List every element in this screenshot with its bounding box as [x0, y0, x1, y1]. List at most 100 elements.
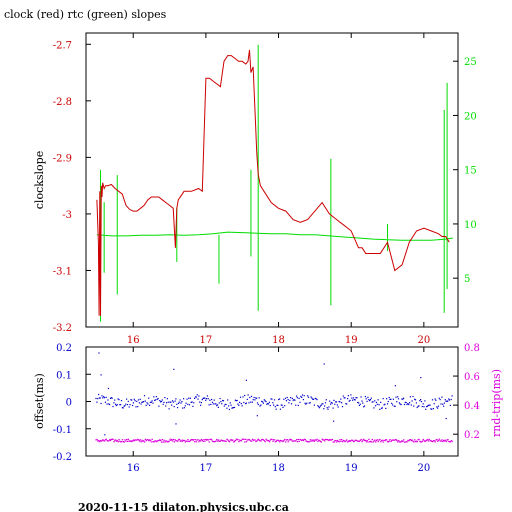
bottom-x-tick-label: 18	[272, 463, 285, 474]
rnd-trip-point	[374, 439, 376, 441]
offset-point	[160, 401, 162, 403]
offset-point	[396, 401, 398, 403]
rnd-trip-point	[261, 438, 263, 441]
offset-point	[347, 398, 349, 400]
rnd-trip-point	[405, 441, 407, 443]
rnd-trip-point	[107, 440, 109, 442]
rnd-trip-point	[368, 438, 370, 440]
offset-point	[231, 407, 233, 409]
rnd-trip-point	[148, 440, 150, 442]
rnd-trip-point	[348, 440, 350, 442]
offset-point	[449, 404, 451, 406]
rnd-trip-point	[180, 439, 182, 441]
offset-point	[157, 398, 159, 400]
offset-point	[297, 404, 299, 406]
rnd-trip-point	[108, 440, 110, 442]
rnd-trip-point	[245, 441, 248, 443]
offset-point	[125, 403, 127, 405]
rnd-trip-point	[213, 441, 215, 443]
bottom-left-tick-label: -0.2	[53, 452, 72, 463]
rnd-trip-point	[343, 440, 345, 442]
offset-point	[130, 399, 132, 401]
offset-point	[329, 400, 331, 402]
rnd-trip-point	[248, 438, 250, 441]
rnd-trip-point	[179, 440, 181, 442]
rnd-trip-point	[378, 439, 380, 441]
rnd-trip-point	[126, 438, 128, 441]
offset-point	[350, 394, 352, 396]
offset-point	[413, 405, 415, 407]
offset-point	[392, 404, 394, 406]
rnd-trip-point	[187, 439, 189, 441]
rnd-trip-point	[199, 439, 201, 441]
rnd-trip-point	[432, 440, 435, 442]
offset-point	[191, 401, 193, 403]
offset-point	[400, 404, 402, 406]
offset-point	[393, 405, 395, 407]
rnd-trip-point	[352, 439, 354, 442]
offset-point	[379, 408, 381, 410]
offset-point	[247, 394, 249, 396]
top-x-tick-label: 16	[127, 335, 140, 346]
rnd-trip-point	[268, 441, 271, 443]
rnd-trip-point	[351, 439, 353, 441]
rnd-trip-point	[448, 440, 450, 443]
offset-point	[369, 399, 372, 401]
rnd-trip-point	[442, 440, 444, 443]
offset-point	[221, 403, 223, 405]
offset-point	[341, 402, 343, 404]
offset-point	[397, 396, 399, 398]
offset-point	[290, 403, 293, 405]
offset-point	[437, 405, 440, 407]
rnd-trip-point	[286, 439, 288, 441]
offset-point	[404, 401, 406, 403]
rnd-trip-point	[137, 439, 140, 441]
rnd-trip-point	[428, 438, 430, 440]
offset-point	[272, 402, 274, 404]
offset-point	[402, 398, 404, 400]
offset-point	[301, 394, 304, 396]
rnd-trip-point	[324, 438, 327, 440]
rnd-trip-point	[252, 439, 254, 441]
rnd-trip-point	[336, 439, 339, 442]
rnd-trip-point	[224, 440, 226, 442]
rnd-trip-point	[260, 440, 262, 442]
offset-point	[381, 407, 383, 409]
bottom-left-tick-label: 0.2	[56, 343, 72, 354]
rnd-trip-point	[163, 439, 165, 441]
offset-point	[435, 399, 437, 401]
rnd-trip-point	[424, 440, 426, 443]
offset-point	[230, 404, 232, 406]
rnd-trip-point	[130, 440, 132, 442]
offset-point	[412, 395, 414, 398]
rnd-trip-point	[247, 439, 249, 441]
rnd-trip-point	[253, 439, 255, 441]
rnd-trip-point	[363, 439, 366, 442]
offset-point	[103, 396, 105, 398]
offset-point	[200, 404, 202, 406]
rnd-trip-point	[414, 441, 417, 443]
rnd-trip-point	[313, 439, 315, 441]
rnd-trip-point	[100, 440, 102, 442]
bottom-right-axis: 0.2 0.4 0.6 0.8	[453, 343, 480, 441]
offset-point	[331, 402, 333, 404]
offset-point	[298, 397, 300, 399]
offset-point	[417, 405, 419, 407]
offset-point	[223, 405, 225, 407]
offset-point	[276, 404, 278, 406]
rnd-trip-point	[437, 439, 440, 441]
offset-point	[181, 401, 183, 403]
offset-point	[355, 397, 357, 399]
offset-point	[214, 403, 216, 405]
rnd-trip-point	[449, 441, 452, 443]
rnd-trip-point	[267, 440, 270, 442]
offset-point	[198, 395, 200, 397]
rnd-trip-point	[447, 439, 449, 441]
rnd-trip-point	[156, 440, 158, 442]
rnd-trip-point	[346, 439, 348, 441]
rnd-trip-point	[443, 439, 445, 441]
rnd-trip-point	[217, 439, 220, 441]
offset-point	[398, 402, 400, 404]
rnd-trip-point	[390, 440, 392, 443]
offset-point	[386, 398, 388, 400]
